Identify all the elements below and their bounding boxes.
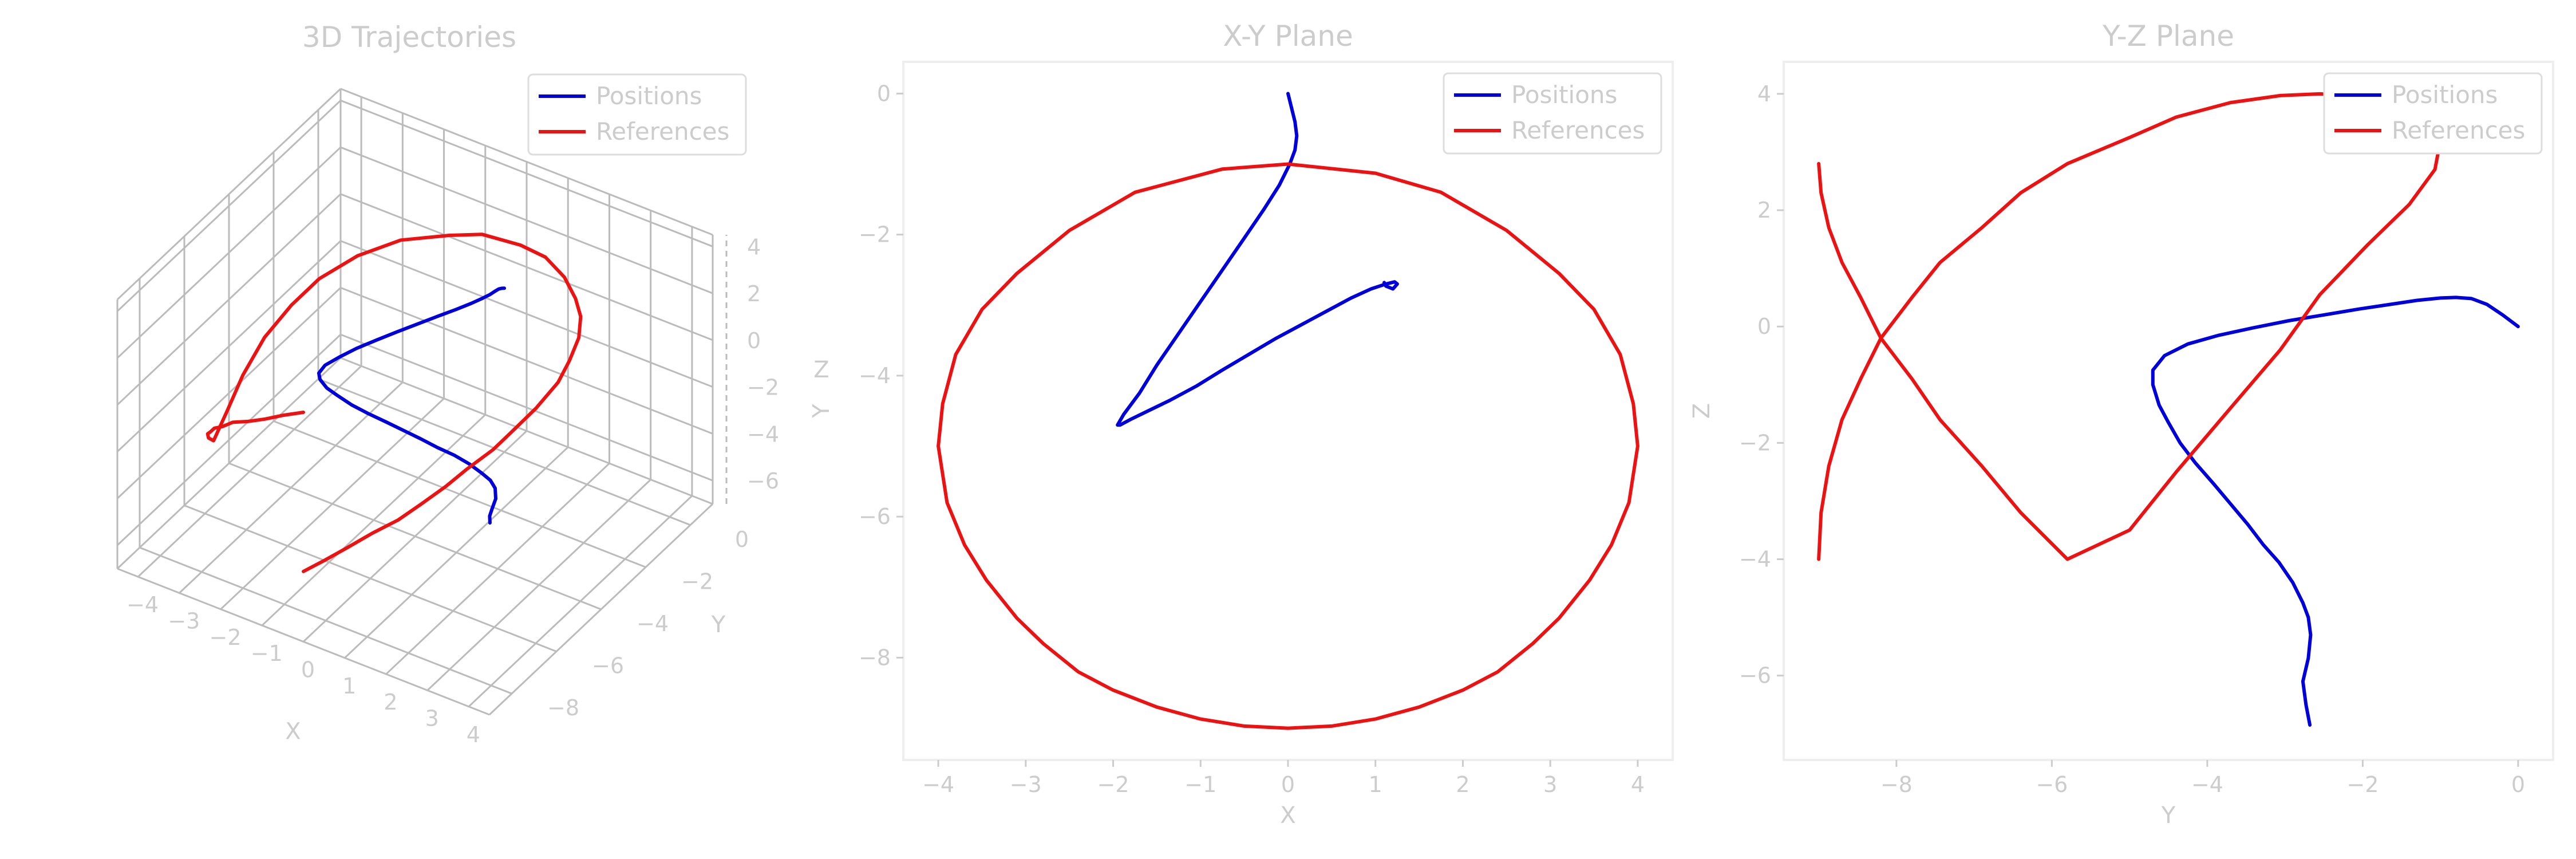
xy-legend-label-1: References	[1511, 116, 1645, 144]
grid-3d-back-z	[340, 240, 713, 388]
xy-series-references-line	[937, 162, 1639, 730]
ylabel-3d: Y	[711, 612, 726, 638]
xy-legend-label-0: Positions	[1511, 81, 1617, 109]
series-3d-positions-line	[317, 286, 506, 525]
xy-series-positions-line	[1116, 92, 1399, 427]
yz-ytick-label: −6	[1739, 663, 1771, 688]
yz-ytick-label: −2	[1739, 430, 1771, 455]
yz-series-references-line	[1817, 92, 2443, 561]
ztick-label-3d: −4	[747, 421, 779, 447]
panel-yz-plane: Y-Z Plane −8 −6 −4 −2 0 −6 −4 −2 0 2 4 Y Z Positions Re…	[1689, 19, 2554, 829]
yz-xtick-label: 0	[2511, 772, 2525, 797]
xy-xtick-label: 0	[1281, 772, 1295, 797]
yz-xtick-label: −6	[2036, 772, 2068, 797]
panel-3d-legend-label-0: Positions	[596, 82, 702, 110]
ztick-label-3d: 0	[747, 328, 761, 353]
xy-xtick-label: −4	[922, 772, 954, 797]
grid-3d-back-z	[340, 100, 713, 247]
xtick-label-3d: 1	[342, 673, 356, 699]
xtick-label-3d: 0	[301, 657, 315, 683]
xy-xtick-label: 2	[1456, 772, 1469, 797]
grid-3d-back-z	[340, 146, 713, 294]
yz-ytick-label: 0	[1757, 314, 1771, 339]
xy-ytick-label: −2	[859, 222, 891, 247]
yz-legend-label-1: References	[2392, 116, 2525, 144]
yz-ylabel: Z	[1689, 403, 1715, 419]
x-axis-3d-line	[117, 568, 490, 716]
grid-3d-floor-y	[139, 546, 512, 695]
grid-3d-back-z	[340, 286, 713, 435]
xy-xtick-label: −3	[1010, 772, 1042, 797]
edge-3d	[340, 88, 713, 236]
panel-3d-trajectories: −4 −3 −2 −1 0 1 2 3 4 −8 −6 −4 −2 0 −6 −4 −2 0 2 4 X Y Z 3D Tra…	[116, 21, 829, 747]
yz-plot-frame	[1783, 61, 2554, 761]
xtick-label-3d: −2	[210, 625, 242, 650]
grid-3d-side-z	[116, 240, 342, 452]
ytick-label-3d: −4	[637, 611, 669, 636]
ztick-label-3d: 2	[747, 281, 761, 306]
edge-3d	[340, 357, 713, 505]
yz-xlabel: Y	[2161, 802, 2176, 829]
xtick-label-3d: −1	[251, 641, 283, 666]
ytick-label-3d: 0	[735, 527, 749, 552]
grid-3d-floor-y	[184, 505, 557, 652]
yz-ytick-label: 4	[1757, 81, 1771, 107]
xy-ytick-label: −8	[859, 645, 891, 670]
panel-3d-legend-label-1: References	[596, 117, 729, 145]
edge-3d	[116, 88, 342, 301]
ytick-label-3d: −6	[592, 653, 624, 679]
grid-3d-back-z	[340, 333, 713, 482]
yz-ytick-label: −4	[1739, 547, 1771, 572]
ztick-label-3d: −2	[747, 375, 779, 400]
grid-3d-side-z	[116, 287, 342, 499]
xy-title: X-Y Plane	[1223, 19, 1353, 53]
xy-ytick-label: −6	[859, 504, 891, 529]
xtick-label-3d: −3	[168, 609, 200, 634]
yz-title: Y-Z Plane	[2102, 19, 2234, 53]
grid-3d-side-z	[116, 100, 342, 312]
xy-xtick-label: −2	[1097, 772, 1129, 797]
grid-3d-floor-y	[228, 462, 602, 610]
yz-series-positions-line	[2151, 295, 2520, 727]
xtick-label-3d: 3	[425, 706, 439, 731]
series-3d-references-line	[206, 233, 583, 573]
zlabel-3d: Z	[813, 357, 829, 383]
grid-3d-floor-y	[318, 378, 691, 526]
grid-3d-floor-y	[273, 420, 646, 568]
yz-ytick-label: 2	[1757, 198, 1771, 223]
yz-legend-label-0: Positions	[2392, 81, 2498, 109]
ytick-label-3d: −8	[547, 695, 579, 720]
xy-xtick-label: 3	[1543, 772, 1557, 797]
ztick-label-3d: 4	[747, 234, 761, 259]
grid-3d-side-z	[116, 193, 342, 406]
ztick-label-3d: −6	[747, 468, 779, 494]
xtick-label-3d: 4	[467, 722, 480, 747]
grid-3d-side-z	[116, 334, 342, 546]
ytick-label-3d: −2	[681, 569, 713, 594]
xy-ytick-label: −4	[859, 363, 891, 388]
xy-xtick-label: −1	[1184, 772, 1216, 797]
yz-xtick-label: −4	[2191, 772, 2223, 797]
xy-ytick-label: 0	[877, 81, 891, 106]
yz-xtick-label: −2	[2346, 772, 2379, 797]
xtick-label-3d: −4	[127, 592, 159, 617]
panel-xy-plane: X-Y Plane −4 −3 −2 −1 0 1 2 3 4 −8 −6 −4 −2 0 X Y Positio…	[808, 19, 1674, 829]
xy-ylabel: Y	[808, 404, 835, 419]
edge-3d	[116, 357, 342, 570]
xy-xtick-label: 4	[1631, 772, 1645, 797]
grid-3d-side-z	[116, 147, 342, 359]
xlabel-3d: X	[285, 719, 301, 745]
title-3d: 3D Trajectories	[302, 21, 516, 54]
yz-xtick-label: −8	[1880, 772, 1913, 797]
grid-3d-back-z	[340, 193, 713, 341]
xtick-label-3d: 2	[384, 689, 397, 715]
xy-xlabel: X	[1280, 802, 1295, 829]
y-axis-3d-line	[488, 503, 714, 716]
xy-xtick-label: 1	[1369, 772, 1382, 797]
